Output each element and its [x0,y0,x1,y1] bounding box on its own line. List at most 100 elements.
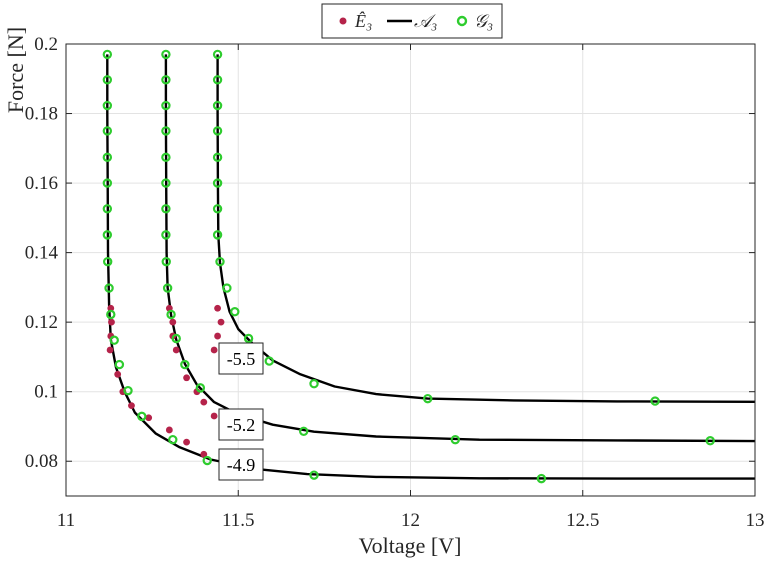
legend-g-marker [456,15,468,27]
annotation-box [218,408,264,441]
g-point [212,152,223,163]
x-tick-label: 12.5 [566,510,599,531]
g-point [212,178,223,188]
y-axis-label: Force [N] [3,27,28,113]
g-point [215,256,225,267]
annotations: -4.9 -5.2 -5.5 [218,342,264,481]
y-tick-label: 0.14 [25,243,59,264]
e-hat-point [145,414,153,422]
g-markers [102,49,715,484]
g-point [171,333,181,344]
e-hat-point [108,318,115,326]
e-hat-point [200,450,208,458]
y-tick-label: 0.2 [34,34,58,55]
y-tick-label: 0.16 [25,173,58,194]
g-point [168,434,178,445]
e-hat-point [200,398,208,406]
e-hat-point [169,318,177,326]
e-hat-point [210,346,218,354]
annotation-box [218,342,264,375]
y-tick-label: 0.18 [25,104,58,125]
axis-ticks: 11 11.5 12 12.5 13 0.08 0.1 0.12 0.14 0.16 0.18 0.2 [25,34,765,531]
x-axis-label: Voltage [V] [359,533,462,558]
g-point [230,307,240,317]
g-point [450,434,460,445]
g-point [102,49,113,60]
g-point [650,396,660,406]
g-point [161,126,171,136]
legend: Ê₃ 𝒜₃ 𝒢₃ [321,3,503,39]
g-point [137,411,147,422]
x-tick-label: 13 [746,510,765,531]
g-point [212,49,223,60]
a-curve [106,54,755,480]
g-point [109,335,119,345]
g-point [161,204,171,214]
annotation-label: -4.9 [227,455,256,475]
g-point [212,100,223,111]
e-hat-point [217,318,225,326]
grid-layer [66,44,755,496]
g-point [102,152,113,163]
g-point [123,385,133,396]
legend-g-label: 𝒢₃ [474,11,493,31]
e-hat-point [106,346,114,354]
e-hat-point [172,346,180,354]
g-point [161,256,171,267]
legend-e-hat-marker [339,17,347,25]
e-hat-point [183,374,190,382]
g-point [212,75,223,85]
legend-a-label: 𝒜₃ [414,11,437,31]
g-point [536,473,547,484]
e-hat-point [128,402,135,409]
g-point [180,359,190,370]
annotation-label: -5.2 [227,415,256,435]
e-hat-point [165,426,173,434]
g-point [162,283,173,293]
g-point [195,383,206,393]
legend-e-hat-label: Ê₃ [354,10,372,31]
g-point [102,75,113,85]
g-point [705,436,715,446]
y-tick-label: 0.12 [25,312,58,333]
g-point [309,378,319,389]
g-point [423,393,433,404]
y-tick-label: 0.08 [25,451,58,472]
g-point [102,100,113,111]
e-hat-point [210,412,218,420]
g-point [161,49,171,60]
g-point [212,230,223,240]
g-point [161,75,171,85]
g-point [212,204,223,214]
e-hat-point [214,332,221,340]
x-tick-label: 11 [57,510,75,531]
x-tick-label: 12 [401,510,420,531]
g-point [104,283,114,293]
e-hat-markers [106,304,225,458]
g-point [161,152,171,163]
g-point [202,455,212,466]
g-point [161,100,171,111]
g-point [243,333,254,344]
g-point [309,470,319,480]
g-point [106,309,116,320]
g-point [102,126,113,136]
g-point [161,178,171,188]
g-point [222,283,232,293]
g-point [299,426,309,437]
e-hat-point [183,438,190,446]
g-point [102,204,113,214]
g-point [166,309,176,320]
e-hat-point [214,304,221,312]
e-hat-point [107,304,115,312]
g-point [161,230,171,240]
g-point [102,178,113,188]
g-point [102,230,113,240]
g-point [114,359,125,370]
y-tick-label: 0.1 [34,382,58,403]
g-point [102,256,113,267]
g-point [264,356,274,366]
x-tick-label: 11.5 [222,510,255,531]
g-point [212,126,223,136]
